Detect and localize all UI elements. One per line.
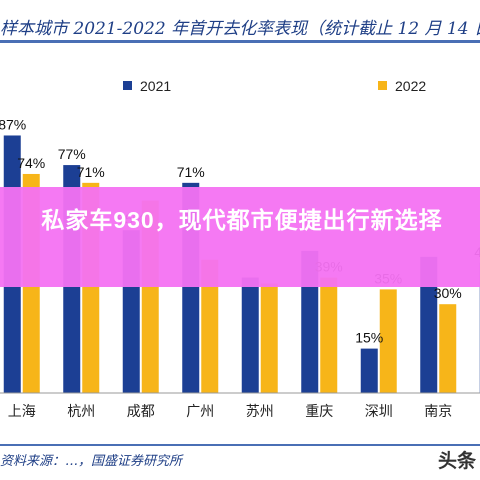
legend-swatch-2022	[378, 81, 387, 90]
overlay-banner	[0, 187, 480, 287]
bar-2022-深圳	[379, 289, 397, 393]
data-label-2022-杭州: 71%	[77, 164, 105, 180]
data-label-2022-南京: 30%	[434, 285, 462, 301]
x-tick-label-深圳: 深圳	[365, 404, 393, 420]
bar-2022-苏州	[260, 283, 278, 393]
bar-2021-南京	[420, 256, 438, 393]
data-label-2021-上海: 87%	[0, 116, 26, 132]
bar-2021-苏州	[241, 277, 259, 393]
x-tick-label-南京: 南京	[424, 404, 452, 420]
data-label-2021-深圳: 15%	[355, 330, 383, 346]
x-tick-label-杭州: 杭州	[67, 404, 95, 420]
x-axis: 上海杭州成都广州苏州重庆深圳南京无锡	[0, 392, 480, 420]
bar-2022-南京	[439, 304, 457, 393]
bar-2022-重庆	[320, 277, 338, 393]
watermark: 头条	[437, 451, 476, 472]
x-tick-label-苏州: 苏州	[246, 404, 274, 420]
legend-label-2021: 2021	[140, 78, 171, 94]
data-label-2021-杭州: 77%	[58, 146, 86, 162]
legend: 2021 2022	[123, 78, 426, 94]
bar-2022-广州	[201, 259, 219, 393]
legend-label-2022: 2022	[395, 78, 426, 94]
x-tick-label-上海: 上海	[8, 404, 36, 420]
bottom-rule	[0, 444, 480, 446]
x-tick-label-广州: 广州	[186, 404, 214, 420]
x-tick-label-重庆: 重庆	[305, 404, 333, 420]
chart-source: 资料来源：…，国盛证券研究所	[0, 454, 183, 469]
bar-2021-深圳	[360, 348, 378, 393]
data-label-2022-上海: 74%	[17, 155, 45, 171]
overlay-headline: 私家车930，现代都市便捷出行新选择	[41, 207, 443, 233]
chart-title: 样本城市 2021-2022 年首开去化率表现（统计截止 12 月 14 日）	[0, 19, 480, 39]
x-tick-label-成都: 成都	[127, 404, 155, 420]
title-rule	[0, 40, 480, 43]
legend-swatch-2021	[123, 81, 132, 90]
data-label-2021-广州: 71%	[177, 164, 205, 180]
